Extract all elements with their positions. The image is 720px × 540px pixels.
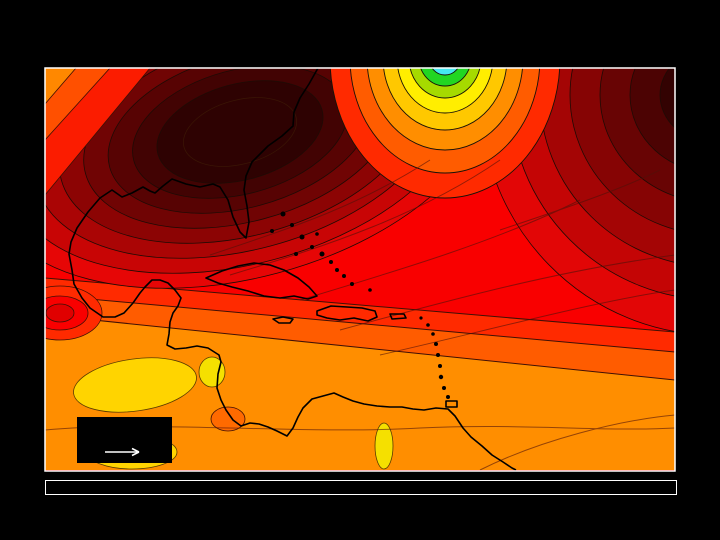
wind-scale-legend bbox=[77, 417, 172, 463]
reference-arrow-icon bbox=[105, 447, 140, 457]
pressure-colorbar bbox=[45, 480, 677, 495]
coastlines bbox=[68, 68, 517, 471]
low-pressure-center bbox=[329, 68, 561, 199]
colorbar-tick-labels bbox=[45, 496, 675, 514]
map-border bbox=[44, 67, 676, 472]
islands bbox=[270, 211, 450, 399]
high-pressure-ne bbox=[479, 68, 675, 332]
